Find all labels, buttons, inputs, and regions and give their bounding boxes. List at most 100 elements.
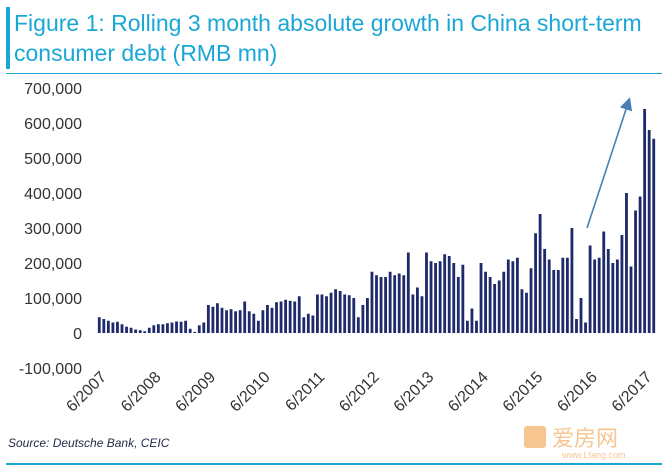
figure-header: Figure 1: Rolling 3 month absolute growt…	[0, 0, 668, 74]
bar	[166, 323, 169, 333]
bar	[156, 324, 160, 333]
bar	[170, 322, 174, 333]
bar-chart: -100,000 0 100,000 200,000 300,000 400,000 500…	[19, 81, 656, 416]
bar	[256, 320, 260, 333]
bar	[415, 287, 419, 333]
x-tick-label: 6/2017	[609, 369, 656, 416]
y-tick-label: 400,000	[24, 186, 82, 203]
bar	[252, 313, 256, 333]
bar	[220, 307, 224, 333]
bar	[565, 257, 569, 333]
bar	[175, 321, 178, 333]
bar	[543, 249, 547, 333]
bar	[493, 284, 497, 333]
bar	[534, 233, 537, 333]
bar	[352, 298, 356, 333]
bar	[488, 277, 492, 333]
bar	[197, 325, 201, 333]
bar	[511, 261, 515, 333]
x-tick-label: 6/2009	[173, 369, 220, 416]
bar	[284, 299, 288, 333]
bar	[611, 263, 615, 333]
bar	[366, 298, 369, 333]
bar	[329, 292, 333, 333]
bar	[411, 294, 415, 333]
bar	[188, 328, 192, 333]
bar	[575, 319, 578, 333]
x-tick-label: 6/2015	[500, 369, 547, 416]
x-tick-label: 6/2013	[391, 369, 438, 416]
bar	[238, 310, 242, 333]
y-tick-label: 100,000	[24, 291, 82, 308]
x-tick-label: 6/2010	[227, 369, 274, 416]
bar	[479, 263, 483, 333]
bar	[393, 275, 397, 333]
footer-divider	[6, 463, 662, 465]
trend-arrow	[586, 97, 633, 229]
bar	[379, 277, 383, 333]
bar	[561, 257, 565, 333]
bar	[434, 263, 437, 333]
bar	[579, 298, 583, 333]
bar	[316, 294, 319, 333]
bar	[279, 301, 283, 333]
bar	[529, 268, 533, 333]
bar	[556, 270, 560, 333]
y-tick-label: 600,000	[24, 116, 82, 133]
bar	[643, 109, 647, 333]
bar	[138, 330, 142, 333]
bar	[152, 325, 156, 333]
title-accent-bar	[6, 7, 10, 69]
bar	[470, 308, 474, 333]
watermark-url: www.Lfang.com	[561, 450, 626, 460]
bar	[102, 319, 106, 333]
bar	[125, 326, 128, 333]
bar	[525, 292, 528, 333]
title-divider	[6, 73, 662, 74]
bar	[402, 275, 406, 333]
bar	[634, 210, 637, 333]
bar	[547, 259, 551, 333]
bar	[347, 295, 351, 333]
bar	[397, 273, 401, 333]
bar	[306, 313, 310, 333]
bar	[184, 320, 188, 333]
bar	[338, 291, 342, 333]
y-tick-label: -100,000	[19, 361, 82, 378]
bar	[652, 138, 656, 333]
bar	[406, 252, 410, 333]
bar	[602, 231, 606, 333]
bar	[452, 263, 456, 333]
bar	[625, 193, 628, 333]
bar	[425, 252, 428, 333]
y-tick-label: 300,000	[24, 221, 82, 238]
bar	[506, 259, 510, 333]
bar	[147, 327, 151, 333]
bar	[225, 310, 228, 333]
bar	[356, 317, 360, 333]
source-note: Source: Deutsche Bank, CEIC	[8, 436, 170, 450]
y-tick-label: 200,000	[24, 256, 82, 273]
bar	[384, 277, 387, 333]
bar	[420, 296, 424, 333]
bar	[179, 321, 183, 333]
bar	[129, 327, 133, 333]
bar	[429, 261, 433, 333]
bar	[584, 322, 587, 333]
bar	[461, 264, 465, 333]
bar	[465, 320, 469, 333]
y-tick-label: 500,000	[24, 151, 82, 168]
chart-title: Figure 1: Rolling 3 month absolute growt…	[14, 10, 642, 66]
bar	[134, 329, 138, 333]
bar	[247, 311, 251, 333]
bar	[593, 259, 597, 333]
bar	[615, 259, 619, 333]
x-tick-label: 6/2012	[336, 369, 383, 416]
bar	[325, 296, 328, 333]
watermark-house-icon	[524, 426, 546, 448]
watermark-brand: 爱房网	[552, 427, 618, 452]
bar	[538, 214, 542, 333]
bar	[447, 256, 451, 333]
bar	[111, 322, 115, 333]
bar	[229, 309, 233, 333]
